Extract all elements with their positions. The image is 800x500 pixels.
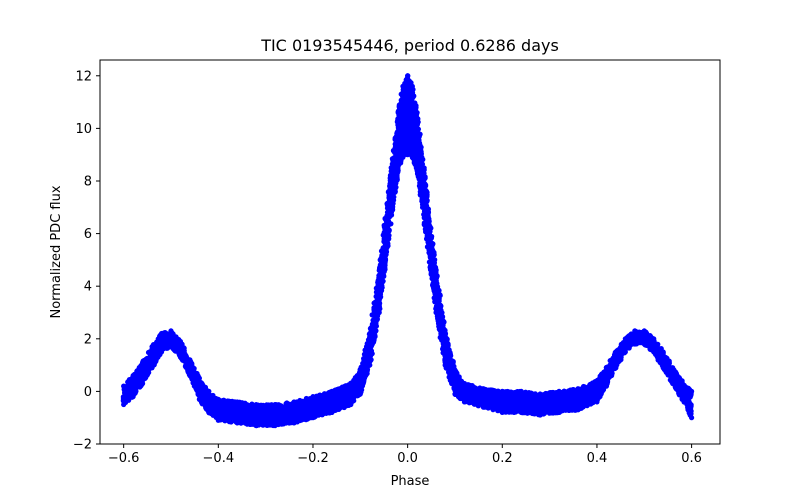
data-point <box>437 292 443 298</box>
data-point <box>431 249 437 256</box>
data-point <box>439 313 445 320</box>
data-point <box>394 169 400 175</box>
data-point <box>382 257 389 263</box>
data-point <box>369 351 375 357</box>
data-point <box>415 126 422 132</box>
data-point <box>415 120 421 126</box>
data-point <box>378 287 385 294</box>
data-point <box>423 182 429 188</box>
data-point <box>429 241 435 247</box>
data-point <box>360 379 366 385</box>
data-point <box>444 336 450 342</box>
data-point <box>351 398 357 404</box>
data-point <box>420 156 426 163</box>
data-point <box>392 189 398 195</box>
data-point <box>388 221 394 227</box>
data-point <box>432 266 439 272</box>
data-point <box>414 115 420 121</box>
data-point <box>429 233 435 240</box>
data-point <box>413 111 420 117</box>
data-point <box>384 241 391 247</box>
data-point <box>411 93 417 99</box>
data-point <box>422 175 428 181</box>
data-point <box>386 228 392 234</box>
data-point <box>417 131 423 137</box>
data-point <box>169 330 175 336</box>
data-point <box>394 176 400 182</box>
data-point <box>383 249 389 255</box>
data-point <box>440 322 446 328</box>
data-point <box>176 336 182 343</box>
data-point <box>372 334 378 340</box>
data-point <box>366 362 372 369</box>
data-point <box>418 151 424 157</box>
data-points-layer <box>120 73 695 429</box>
data-point <box>405 73 411 79</box>
data-point <box>437 303 443 309</box>
data-point <box>189 360 195 367</box>
data-point <box>425 209 432 216</box>
data-point <box>377 306 383 312</box>
data-point <box>380 278 386 284</box>
data-point <box>385 234 391 240</box>
data-point <box>373 328 379 334</box>
data-point <box>433 275 440 281</box>
data-point <box>373 323 380 329</box>
data-point <box>424 197 430 204</box>
data-point <box>126 397 132 403</box>
data-point <box>364 366 371 373</box>
data-point <box>382 264 388 271</box>
data-point <box>428 225 434 231</box>
data-point <box>415 136 422 142</box>
